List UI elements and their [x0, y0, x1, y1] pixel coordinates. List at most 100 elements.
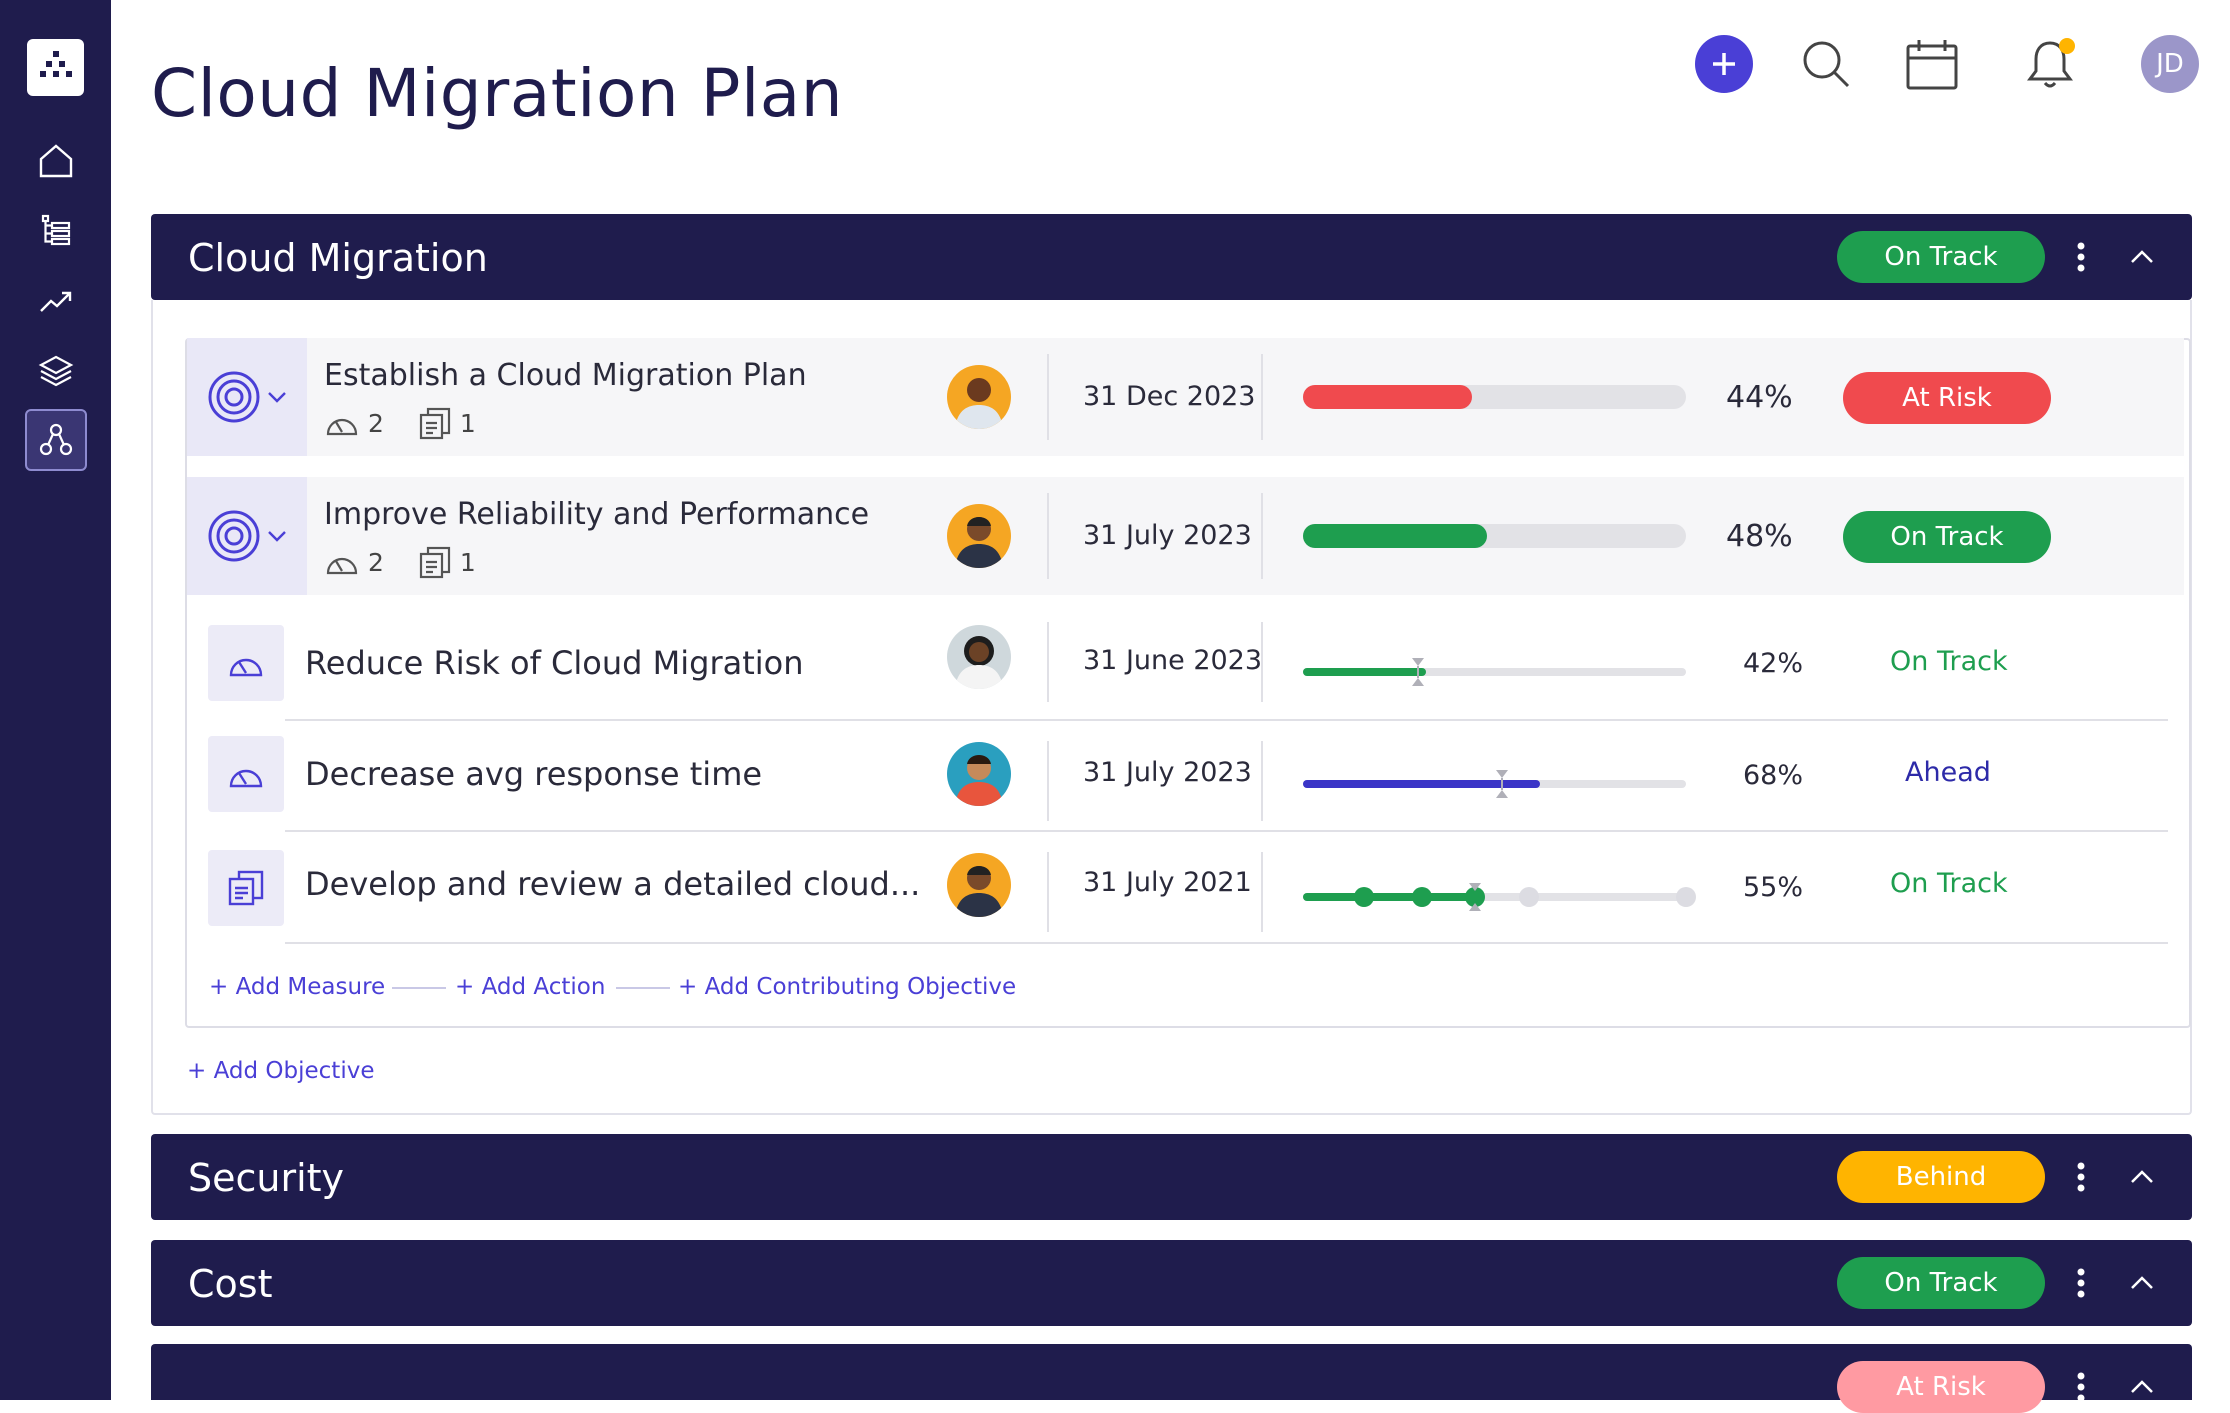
status-label[interactable]: Ahead: [1905, 757, 1991, 788]
group-title: Cost: [188, 1262, 273, 1306]
progress-bar-fill: [1303, 780, 1541, 788]
measure-icon-cell: [208, 736, 284, 812]
progress-bar-fill: [1303, 893, 1476, 901]
objective-title[interactable]: Establish a Cloud Migration Plan: [324, 358, 807, 393]
calendar-icon: [1906, 40, 1958, 90]
chevron-up-icon: [2131, 1380, 2153, 1393]
progress-bar: [1303, 524, 1686, 548]
action-count: 1: [459, 547, 476, 577]
add-button[interactable]: [1694, 34, 1754, 94]
status-label[interactable]: On Track: [1890, 646, 2008, 677]
chevron-down-icon: [268, 392, 286, 403]
objective-row[interactable]: Establish a Cloud Migration Plan 2 1 31 …: [187, 338, 2184, 456]
status-label[interactable]: On Track: [1890, 868, 2008, 899]
chevron-up-icon: [2131, 250, 2153, 263]
objective-expand-button[interactable]: [187, 338, 307, 456]
group-header-cost[interactable]: Cost On Track: [151, 1240, 2192, 1326]
progress-percent: 55%: [1743, 872, 1804, 903]
trend-up-icon: [40, 291, 72, 312]
avatar: [947, 365, 1011, 429]
add-objective-link[interactable]: + Add Objective: [187, 1058, 375, 1084]
target-marker: [1411, 658, 1424, 686]
more-options-button[interactable]: [2066, 237, 2096, 277]
collapse-button[interactable]: [2124, 239, 2160, 275]
measure-title[interactable]: Decrease avg response time: [305, 755, 763, 793]
add-contributing-objective-link[interactable]: + Add Contributing Objective: [678, 974, 1017, 1000]
milestone-dot[interactable]: [1411, 887, 1432, 907]
search-icon: [1803, 41, 1850, 88]
objective-title[interactable]: Improve Reliability and Performance: [324, 497, 870, 532]
target-marker: [1469, 883, 1482, 911]
group-title: Security: [188, 1156, 345, 1200]
collapse-button[interactable]: [2124, 1159, 2160, 1195]
app-logo[interactable]: [27, 39, 84, 96]
more-options-button[interactable]: [2066, 1157, 2096, 1197]
group-title: Cloud Migration: [188, 236, 488, 280]
due-date: 31 July 2021: [1083, 867, 1252, 898]
milestone-dot[interactable]: [1465, 887, 1486, 907]
progress-bar-fill: [1303, 668, 1426, 676]
gauge-icon: [326, 418, 358, 436]
progress-bar: [1303, 770, 1686, 798]
measure-row[interactable]: Decrease avg response time 31 July 2023 …: [187, 711, 2167, 823]
objective-expand-button[interactable]: [187, 477, 307, 595]
chevron-down-icon: [268, 531, 286, 542]
kebab-icon: [2077, 242, 2085, 272]
progress-percent: 48%: [1726, 519, 1793, 554]
avatar: [947, 742, 1011, 806]
action-title[interactable]: Develop and review a detailed cloud...: [305, 865, 921, 903]
calendar-button[interactable]: [1902, 34, 1962, 94]
status-badge: At Risk: [1837, 1361, 2045, 1413]
page-title: Cloud Migration Plan: [151, 55, 844, 132]
progress-bar: [1303, 658, 1686, 686]
document-icon: [419, 407, 451, 440]
objective-meta: 2 1: [324, 406, 476, 440]
milestone-dot[interactable]: [1676, 887, 1696, 907]
plus-icon: [1713, 53, 1735, 75]
kebab-icon: [2077, 1372, 2085, 1402]
chevron-up-icon: [2131, 1276, 2153, 1289]
measure-row[interactable]: Reduce Risk of Cloud Migration 31 June 2…: [187, 600, 2167, 712]
add-measure-link[interactable]: + Add Measure: [209, 974, 386, 1000]
measure-title[interactable]: Reduce Risk of Cloud Migration: [305, 644, 804, 682]
sidebar-item-trends[interactable]: [25, 270, 87, 332]
milestone-dot[interactable]: [1354, 887, 1375, 907]
status-badge[interactable]: At Risk: [1843, 372, 2051, 424]
user-avatar[interactable]: JD: [2140, 34, 2200, 94]
progress-bar: [1303, 385, 1686, 409]
gauge-icon: [326, 557, 358, 575]
measure-count: 2: [368, 547, 384, 577]
add-action-link[interactable]: + Add Action: [455, 974, 606, 1000]
group-header-security[interactable]: Security Behind: [151, 1134, 2192, 1220]
target-icon: [208, 510, 260, 562]
status-badge[interactable]: On Track: [1843, 511, 2051, 563]
group-header-cloud-migration[interactable]: Cloud Migration On Track: [151, 214, 2192, 300]
due-date: 31 Dec 2023: [1083, 381, 1256, 412]
due-date: 31 June 2023: [1083, 645, 1263, 676]
measure-icon-cell: [208, 625, 284, 701]
milestone-dot[interactable]: [1518, 887, 1539, 907]
sidebar-item-home[interactable]: [25, 130, 87, 192]
avatar: [947, 504, 1011, 568]
more-options-button[interactable]: [2066, 1263, 2096, 1303]
home-icon: [39, 144, 73, 178]
collapse-button[interactable]: [2124, 1369, 2160, 1405]
progress-percent: 44%: [1726, 380, 1793, 415]
group-header[interactable]: At Risk: [151, 1344, 2192, 1413]
sidebar-item-hierarchy[interactable]: [25, 200, 87, 262]
objective-row[interactable]: Improve Reliability and Performance 2 1 …: [187, 477, 2184, 595]
objective-meta: 2 1: [324, 545, 476, 579]
sidebar-item-layers[interactable]: [25, 340, 87, 402]
collapse-button[interactable]: [2124, 1265, 2160, 1301]
search-button[interactable]: [1796, 34, 1856, 94]
status-badge: On Track: [1837, 231, 2045, 283]
progress-percent: 68%: [1743, 760, 1804, 791]
more-options-button[interactable]: [2066, 1367, 2096, 1407]
due-date: 31 July 2023: [1083, 757, 1252, 788]
chevron-up-icon: [2131, 1170, 2153, 1183]
gauge-icon: [229, 769, 263, 788]
notification-button[interactable]: [2020, 34, 2080, 94]
action-row[interactable]: Develop and review a detailed cloud... 3…: [187, 824, 2167, 936]
sidebar-item-network[interactable]: [25, 409, 87, 471]
bell-icon: [2027, 38, 2075, 88]
